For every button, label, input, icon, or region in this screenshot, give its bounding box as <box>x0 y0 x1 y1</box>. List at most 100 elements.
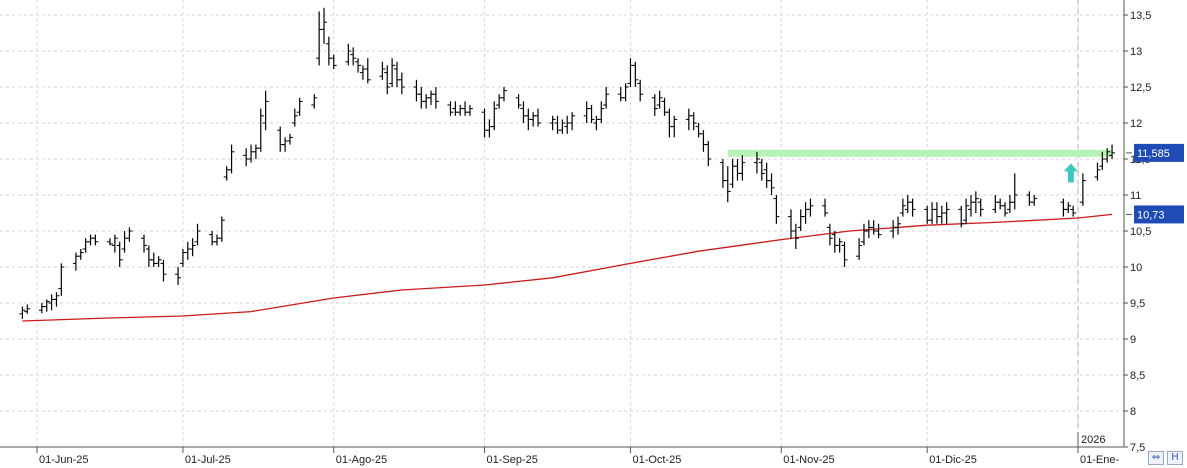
ohlc-bar <box>296 97 303 116</box>
ohlc-bar <box>895 216 902 235</box>
ohlc-bar <box>569 112 576 131</box>
ohlc-bar <box>768 173 775 195</box>
ohlc-bar <box>291 108 298 127</box>
ohlc-bar <box>739 155 746 181</box>
ohlc-bar <box>977 198 984 217</box>
y-tick-label: 10 <box>1130 262 1142 274</box>
y-tick-label: 9 <box>1130 334 1136 346</box>
ohlc-bar <box>194 223 201 246</box>
ohlc-bar <box>24 304 31 314</box>
arrow-layer <box>1063 163 1078 183</box>
ohlc-bar <box>515 94 522 109</box>
ohlc-bar <box>651 94 658 116</box>
x-tick-label: 01-Jun-25 <box>39 454 89 466</box>
y-tick-label: 13,5 <box>1130 10 1151 22</box>
ohlc-bar <box>257 108 264 152</box>
ohlc-bar <box>500 87 507 102</box>
ohlc-bar <box>1031 195 1038 206</box>
ohlc-bar <box>321 7 328 44</box>
ohlc-bar <box>155 256 162 267</box>
hold-icon[interactable]: H <box>1167 451 1183 465</box>
ohlc-bar <box>389 58 396 87</box>
ohlc-bar <box>705 141 712 167</box>
x-tick-label: 01-Sep-25 <box>487 454 538 466</box>
ohlc-bar <box>943 202 950 224</box>
x-tick-label: 01-Nov-25 <box>783 454 834 466</box>
x-axis-ticks: 01-Jun-25 01-Jul-25 01-Ago-25 01-Sep-25 01-O… <box>36 432 1119 466</box>
ohlc-bar <box>1070 205 1077 217</box>
ohlc-bar <box>189 238 196 257</box>
ohlc-bar <box>1011 173 1018 210</box>
y-tick-label: 8,5 <box>1130 370 1145 382</box>
ohlc-bar <box>656 90 663 109</box>
y-tick-label: 12,5 <box>1130 82 1151 94</box>
ohlc-bar <box>622 83 629 102</box>
ohlc-bar <box>1094 162 1101 181</box>
ohlc-bar <box>836 238 843 253</box>
ohlc-bar <box>175 267 182 285</box>
ohlc-bar <box>598 101 605 123</box>
ohlc-bar <box>773 195 780 224</box>
ohlc-bar <box>535 108 542 127</box>
ohlc-bar <box>432 87 439 109</box>
ohlc-bar <box>398 72 405 95</box>
y-tick-label: 10,5 <box>1130 226 1151 238</box>
ohlc-bar <box>1109 144 1116 159</box>
ohlc-bar <box>384 65 391 95</box>
ohlc-bar <box>603 87 610 109</box>
x-tick-label: 01-Jul-25 <box>185 454 231 466</box>
ohlc-bar <box>588 105 595 123</box>
ohlc-bar <box>345 43 352 66</box>
year-marker-label: 2026 <box>1081 434 1105 446</box>
ohlc-bar <box>822 198 829 217</box>
x-tick-label: 01-Ene- <box>1080 454 1119 466</box>
ohlc-bar <box>141 234 148 253</box>
ohlc-bar <box>218 216 225 242</box>
ohlc-bar <box>126 227 133 242</box>
ohlc-bar <box>690 112 697 131</box>
y-tick-label: 13 <box>1130 46 1142 58</box>
ohlc-bar <box>1079 173 1086 206</box>
ohlc-bar <box>1104 148 1111 163</box>
ohlc-bar <box>559 119 566 134</box>
ohlc-bar <box>43 299 50 312</box>
ohlc-bar <box>1065 202 1072 213</box>
ohlc-bars-layer <box>19 7 1116 319</box>
ohlc-bar <box>355 58 362 73</box>
ohlc-bar <box>724 166 731 203</box>
ohlc-bar <box>330 54 337 69</box>
ohlc-bar <box>958 205 965 228</box>
ohlc-bar <box>106 238 113 246</box>
ohlc-bar <box>228 144 235 174</box>
ohlc-bar <box>491 101 498 131</box>
ohlc-bar <box>92 234 99 246</box>
ma-badge-label: 10,73 <box>1137 209 1165 221</box>
ohlc-bar <box>671 115 678 138</box>
ohlc-bar <box>286 133 293 145</box>
price-badges: 11,585 10,73 <box>1126 143 1184 224</box>
ohlc-bar <box>53 292 60 307</box>
ohlc-bar <box>364 58 371 84</box>
x-tick-label: 01-Ago-25 <box>336 454 387 466</box>
scroll-icon[interactable]: ⇔ <box>1148 451 1164 465</box>
y-tick-label: 9,5 <box>1130 298 1145 310</box>
ohlc-bar <box>792 223 799 249</box>
ohlc-bar <box>447 101 454 116</box>
ohlc-bar <box>637 79 644 102</box>
ohlc-bar <box>758 159 765 181</box>
y-tick-label: 11 <box>1130 190 1141 202</box>
ohlc-bar <box>350 47 357 66</box>
x-tick-label: 01-Oct-25 <box>632 454 681 466</box>
ohlc-bar <box>19 306 26 319</box>
ohlc-bar <box>466 105 473 116</box>
price-badge-label: 11,585 <box>1137 148 1170 160</box>
ohlc-bar <box>841 241 848 267</box>
ohlc-bar <box>856 238 863 260</box>
ohlc-bar <box>58 263 65 296</box>
ohlc-bar <box>899 198 906 217</box>
ohlc-bar <box>379 61 386 80</box>
ohlc-bar <box>111 234 118 253</box>
y-tick-label: 8 <box>1130 406 1136 418</box>
